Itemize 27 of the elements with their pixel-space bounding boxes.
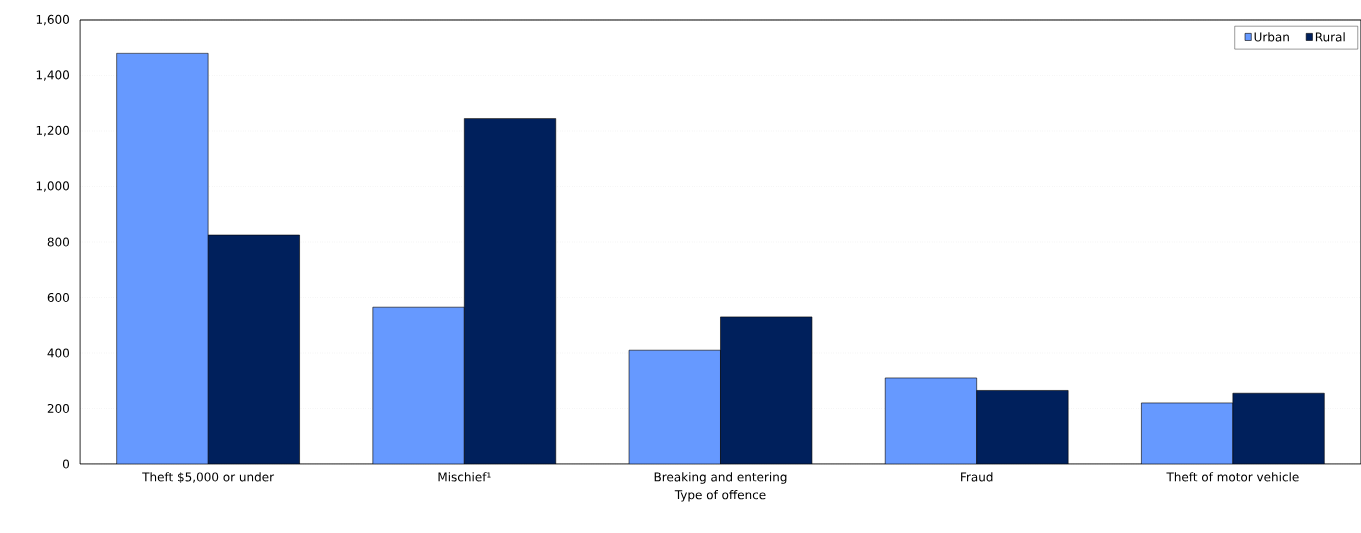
x-axis-title: Type of offence	[674, 490, 766, 502]
x-tick-label: Theft of motor vehicle	[1166, 472, 1299, 482]
y-tick-label: 400	[47, 348, 70, 358]
y-tick-label: 1,600	[36, 14, 70, 26]
bar	[720, 316, 813, 464]
bar	[207, 234, 300, 464]
bar	[464, 118, 557, 464]
y-tick-label: 800	[47, 237, 70, 247]
x-tick-label: Mischief¹	[438, 472, 491, 482]
y-tick-label: 1,200	[36, 125, 70, 137]
legend-label: Urban	[1254, 32, 1289, 42]
legend-label: Rural	[1315, 32, 1345, 42]
y-tick-label: 1,400	[36, 70, 70, 81]
x-tick-label: Breaking and entering	[654, 472, 787, 484]
y-tick-label: 200	[47, 403, 70, 414]
bar	[976, 390, 1069, 464]
bar	[372, 306, 465, 464]
x-tick-label: Theft $5,000 or under	[142, 472, 275, 484]
bar	[885, 377, 977, 464]
bar	[1141, 402, 1234, 464]
bar	[1232, 392, 1325, 464]
bar	[116, 53, 209, 464]
bar	[628, 349, 721, 464]
y-tick-label: 1,000	[36, 181, 70, 192]
y-tick-label: 600	[47, 292, 70, 303]
x-tick-label: Fraud	[961, 472, 993, 482]
y-tick-label: 0	[62, 459, 70, 469]
